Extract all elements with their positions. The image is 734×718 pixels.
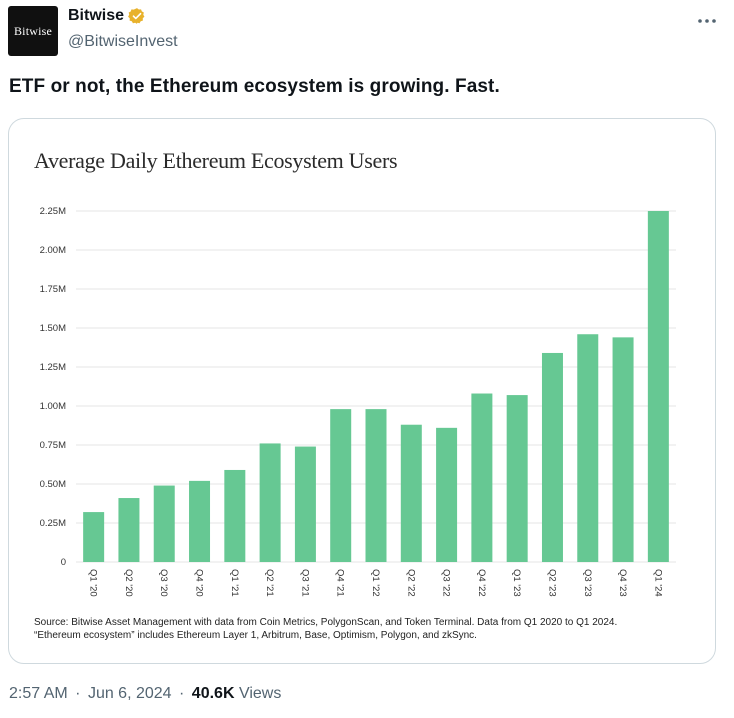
x-tick-label: Q1 '22 <box>370 569 381 597</box>
bar-chart: 0 0.25M 0.50M 0.75M 1.00M 1.25M 1.50M 1.75M 2.00… <box>40 206 676 597</box>
y-tick-label: 1.75M <box>40 284 66 295</box>
y-tick-label: 0.50M <box>40 479 66 490</box>
tweet-text: ETF or not, the Ethereum ecosystem is gr… <box>9 76 500 97</box>
x-tick-label: Q3 '21 <box>299 569 310 597</box>
source-line-2: “Ethereum ecosystem” includes Ethereum L… <box>34 630 477 641</box>
y-tick-label: 0.25M <box>40 518 66 529</box>
meta-separator: · <box>179 685 185 702</box>
author-handle[interactable]: @BitwiseInvest <box>68 33 178 50</box>
x-tick-label: Q1 '21 <box>229 569 240 597</box>
bar <box>506 395 528 562</box>
x-tick-label: Q4 '22 <box>476 569 487 597</box>
author-name: Bitwise <box>68 7 125 24</box>
chart-title: Average Daily Ethereum Ecosystem Users <box>34 148 398 173</box>
y-tick-label: 1.25M <box>40 362 66 373</box>
bar <box>436 427 458 562</box>
bar <box>83 512 105 562</box>
views-count: 40.6K <box>191 685 235 702</box>
source-line-1: Source: Bitwise Asset Management with da… <box>34 617 618 628</box>
bar <box>647 211 669 562</box>
x-tick-label: Q2 '23 <box>546 569 557 597</box>
verified-badge-icon <box>128 8 145 24</box>
x-tick-label: Q2 '21 <box>264 569 275 597</box>
tweet-date[interactable]: Jun 6, 2024 <box>87 685 172 702</box>
bar <box>541 352 563 562</box>
x-tick-label: Q1 '20 <box>88 569 99 597</box>
tweet-meta: 2:57 AM · Jun 6, 2024 · 40.6K Views <box>9 685 281 703</box>
x-tick-label: Q2 '20 <box>123 569 134 597</box>
x-tick-label: Q3 '23 <box>582 569 593 597</box>
bar <box>189 480 211 562</box>
bar <box>259 443 281 562</box>
media-card[interactable]: Average Daily Ethereum Ecosystem Users 0… <box>8 118 716 664</box>
bar <box>577 334 599 562</box>
bar <box>224 469 246 562</box>
bar <box>294 446 316 562</box>
y-tick-label: 1.50M <box>40 323 66 334</box>
x-tick-label: Q4 '23 <box>617 569 628 597</box>
bar <box>118 498 140 562</box>
meta-separator: · <box>75 685 81 702</box>
bar <box>400 424 422 562</box>
x-tick-label: Q2 '22 <box>405 569 416 597</box>
avatar-logo-text: Bitwise <box>13 23 53 38</box>
y-tick-label: 0.75M <box>40 440 66 451</box>
author-avatar[interactable]: Bitwise <box>8 6 58 56</box>
bar <box>365 409 387 562</box>
x-tick-label: Q4 '21 <box>335 569 346 597</box>
x-tick-label: Q1 '24 <box>652 569 663 597</box>
bar <box>471 393 493 562</box>
y-tick-label: 2.00M <box>40 245 66 256</box>
bar <box>330 409 352 562</box>
bar <box>153 485 175 562</box>
y-tick-label: 0 <box>61 557 66 568</box>
x-tick-label: Q3 '22 <box>441 569 452 597</box>
x-tick-label: Q3 '20 <box>158 569 169 597</box>
tweet-time[interactable]: 2:57 AM <box>9 685 68 702</box>
x-tick-label: Q1 '23 <box>511 569 522 597</box>
x-tick-label: Q4 '20 <box>194 569 205 597</box>
more-options-icon <box>698 19 716 23</box>
tweet-header: Bitwise Bitwise @BitwiseInvest <box>8 6 726 60</box>
bar <box>612 337 634 562</box>
y-tick-label: 2.25M <box>40 206 66 217</box>
author-name-link[interactable]: Bitwise <box>68 7 146 25</box>
views-label: Views <box>238 685 282 702</box>
more-options-button[interactable] <box>694 11 720 31</box>
y-tick-label: 1.00M <box>40 401 66 412</box>
chart-source-note: Source: Bitwise Asset Management with da… <box>34 616 694 642</box>
